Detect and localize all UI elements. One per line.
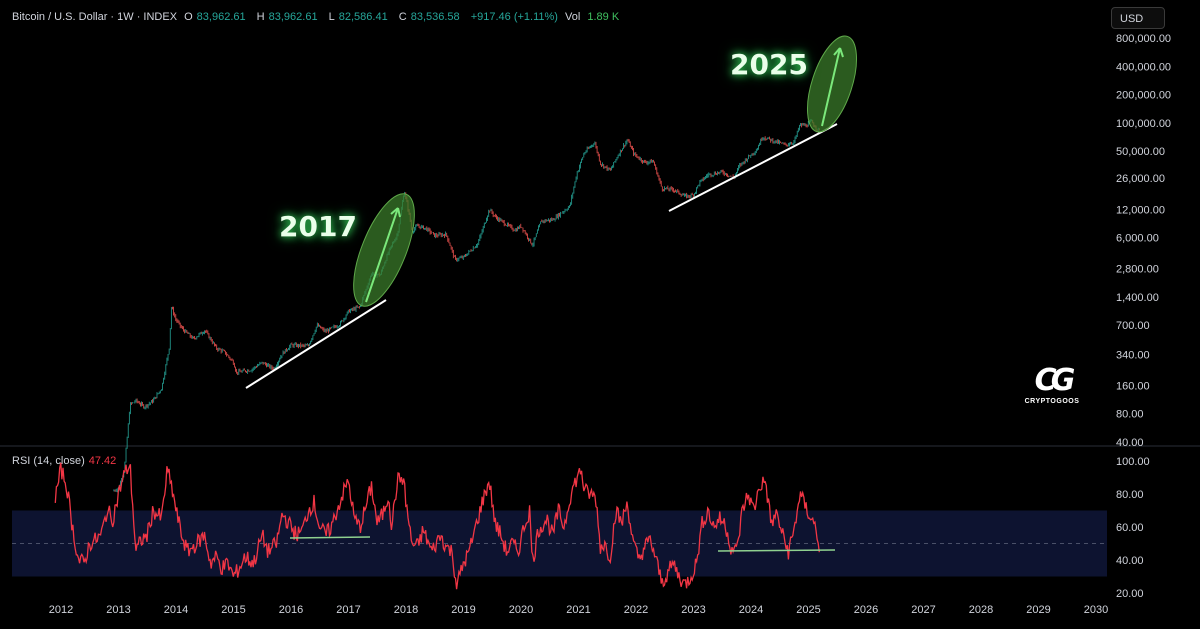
arrow-2025: [821, 47, 841, 127]
x-tick-label: 2013: [106, 604, 130, 616]
x-tick-label: 2017: [336, 604, 360, 616]
rsi-tick-label: 100.00: [1116, 456, 1150, 468]
rsi-tick-label: 60.00: [1116, 522, 1144, 534]
vol-label: Vol: [565, 11, 581, 23]
trendline-2017: [245, 299, 387, 389]
arrow-2017: [365, 207, 399, 303]
price-tick-label: 700.00: [1116, 320, 1150, 332]
price-tick-label: 40.00: [1116, 437, 1144, 449]
x-tick-label: 2023: [681, 604, 705, 616]
x-tick-label: 2029: [1026, 604, 1050, 616]
x-tick-label: 2028: [969, 604, 993, 616]
arrowhead-2025: [833, 47, 844, 58]
logo-mark: CG: [1034, 363, 1076, 398]
change-value: +917.46 (+1.11%): [470, 11, 558, 23]
price-tick-label: 2,800.00: [1116, 264, 1159, 276]
price-tick-label: 26,000.00: [1116, 173, 1165, 185]
price-tick-label: 80.00: [1116, 409, 1144, 421]
vol-value: 1.89 K: [587, 11, 620, 23]
x-tick-label: 2026: [854, 604, 878, 616]
price-tick-label: 6,000.00: [1116, 233, 1159, 245]
price-tick-label: 50,000.00: [1116, 146, 1165, 158]
annotation-2025: 2025: [730, 48, 808, 81]
rsi-legend[interactable]: RSI (14, close) 47.42: [12, 455, 116, 467]
price-tick-label: 12,000.00: [1116, 204, 1165, 216]
high-label: H: [256, 11, 265, 23]
x-tick-label: 2019: [451, 604, 475, 616]
rsi-tick-label: 20.00: [1116, 588, 1144, 600]
logo-text: CRYPTOGOOS: [1024, 398, 1080, 405]
x-tick-label: 2016: [279, 604, 303, 616]
x-tick-label: 2022: [624, 604, 648, 616]
open-value: 83,962.61: [196, 11, 246, 23]
price-tick-label: 400,000.00: [1116, 61, 1171, 73]
price-tick-label: 200,000.00: [1116, 90, 1171, 102]
price-tick-label: 160.00: [1116, 380, 1150, 392]
symbol-header: Bitcoin / U.S. Dollar · 1W · INDEX O 83,9…: [12, 11, 627, 23]
rsi-tick-label: 80.00: [1116, 489, 1144, 501]
price-tick-label: 800,000.00: [1116, 33, 1171, 45]
price-tick-label: 100,000.00: [1116, 118, 1171, 130]
arrowhead-2017: [390, 207, 401, 218]
low-value: 82,586.41: [338, 11, 388, 23]
x-tick-label: 2020: [509, 604, 533, 616]
x-tick-label: 2015: [221, 604, 245, 616]
rsi-tick-label: 40.00: [1116, 555, 1144, 567]
rsi-label: RSI (14, close): [12, 455, 85, 467]
rsi-support-2024: [717, 549, 836, 552]
price-tick-label: 340.00: [1116, 350, 1150, 362]
open-label: O: [184, 11, 193, 23]
rsi-support-2016: [289, 536, 371, 539]
rsi-line: [54, 462, 820, 590]
x-tick-label: 2030: [1084, 604, 1108, 616]
low-label: L: [328, 11, 335, 23]
x-tick-label: 2014: [164, 604, 188, 616]
trendline-2025: [668, 123, 838, 212]
close-value: 83,536.58: [410, 11, 460, 23]
x-tick-label: 2027: [911, 604, 935, 616]
rsi-value: 47.42: [88, 455, 117, 467]
x-tick-label: 2021: [566, 604, 590, 616]
x-tick-label: 2025: [796, 604, 820, 616]
annotation-2017: 2017: [279, 210, 357, 243]
high-value: 83,962.61: [268, 11, 318, 23]
currency-button[interactable]: USD: [1111, 7, 1165, 29]
symbol-title: Bitcoin / U.S. Dollar · 1W · INDEX: [12, 11, 178, 23]
price-tick-label: 1,400.00: [1116, 292, 1159, 304]
close-label: C: [398, 11, 407, 23]
x-tick-label: 2018: [394, 604, 418, 616]
x-tick-label: 2012: [49, 604, 73, 616]
x-tick-label: 2024: [739, 604, 763, 616]
cryptogoos-logo: CG CRYPTOGOOS: [1020, 363, 1084, 406]
